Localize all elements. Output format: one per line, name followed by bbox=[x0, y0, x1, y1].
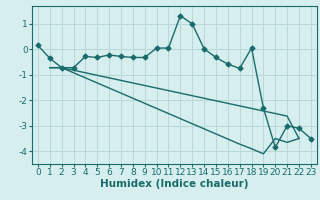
X-axis label: Humidex (Indice chaleur): Humidex (Indice chaleur) bbox=[100, 179, 249, 189]
